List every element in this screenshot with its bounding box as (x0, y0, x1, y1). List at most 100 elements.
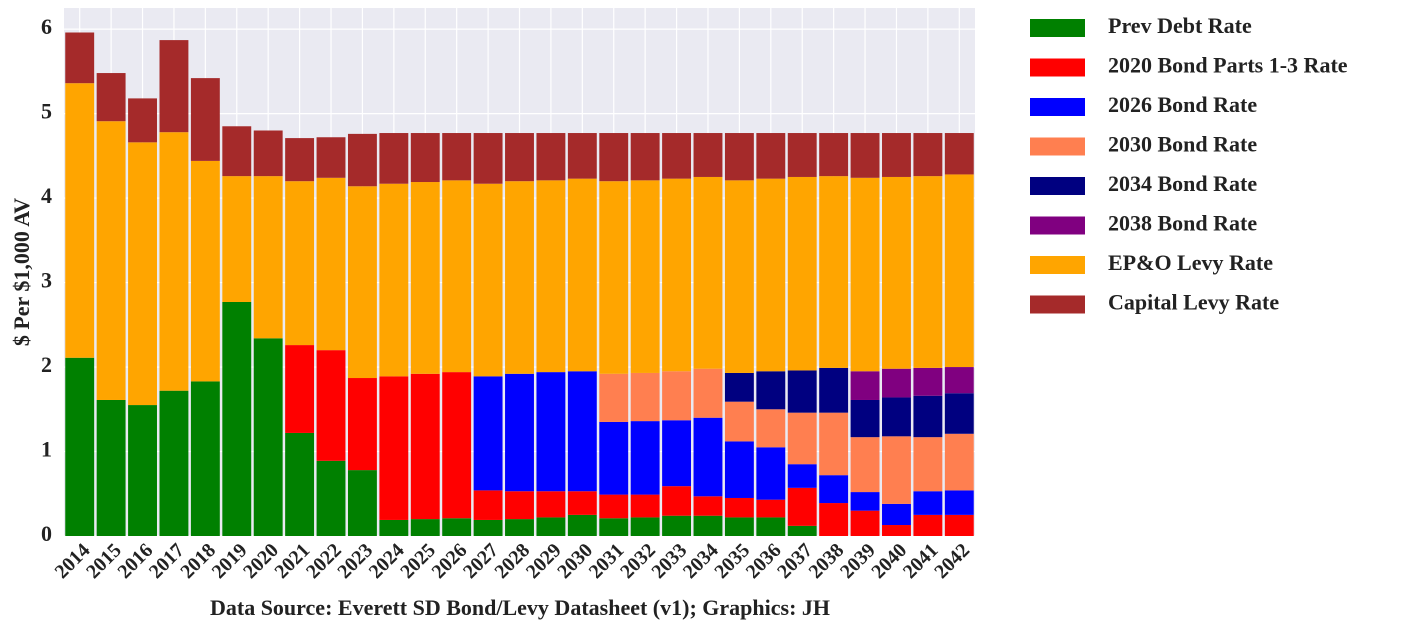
bar-segment (599, 373, 629, 422)
bar-segment (473, 183, 503, 377)
legend-label: 2030 Bond Rate (1108, 132, 1257, 157)
bar-segment (159, 40, 189, 133)
bar-segment (630, 494, 660, 518)
bar-segment (379, 376, 409, 520)
bar-segment (913, 367, 943, 396)
bar-segment (473, 490, 503, 520)
bar-segment (850, 177, 880, 372)
legend-swatch (1030, 177, 1085, 195)
bar-segment (96, 121, 126, 400)
bar-segment (442, 180, 472, 373)
legend-swatch (1030, 19, 1085, 37)
bar-segment (128, 405, 157, 536)
y-tick-label: 4 (41, 183, 52, 208)
legend-swatch (1030, 98, 1085, 116)
legend-swatch (1030, 295, 1085, 314)
bar-segment (944, 490, 974, 515)
bar-segment (316, 177, 346, 351)
bar-segment (693, 133, 723, 177)
bar-segment (599, 133, 629, 182)
bar-segment (882, 436, 911, 504)
bar-segment (442, 133, 472, 181)
legend-label: 2026 Bond Rate (1108, 92, 1257, 117)
bar-segment (347, 470, 377, 536)
bar-segment (536, 372, 566, 492)
bar-segment (505, 519, 534, 536)
bar-segment (756, 371, 786, 410)
bar-segment (347, 186, 377, 379)
bar-segment (190, 78, 220, 161)
bar-segment (473, 133, 503, 184)
bar-segment (913, 437, 943, 492)
bar-segment (944, 174, 974, 368)
y-tick-label: 0 (41, 521, 52, 546)
bar-segment (882, 133, 911, 177)
bar-segment (693, 496, 723, 516)
bar-segment (819, 503, 849, 536)
bar-segment (410, 182, 440, 374)
bar-segment (159, 390, 189, 536)
bar-segment (599, 518, 629, 536)
bar-segment (473, 376, 503, 491)
bar-segment (756, 499, 786, 518)
legend-label: 2038 Bond Rate (1108, 211, 1257, 236)
bar-segment (65, 83, 95, 358)
bar-segment (222, 126, 252, 177)
bar-segment (65, 357, 95, 536)
legend-swatch (1030, 256, 1085, 274)
bar-segment (285, 432, 315, 536)
y-tick-label: 2 (41, 352, 52, 377)
bar-segment (630, 517, 660, 536)
bar-segment (724, 517, 754, 536)
bar-segment (410, 133, 440, 183)
y-tick-label: 3 (41, 268, 52, 293)
bar-segment (913, 395, 943, 438)
bar-segment (630, 372, 660, 422)
bar-segment (347, 378, 377, 471)
bar-segment (913, 491, 943, 515)
bar-segment (159, 132, 189, 391)
bar-segment (379, 133, 409, 184)
legend-label: 2020 Bond Parts 1-3 Rate (1108, 53, 1348, 78)
y-tick-label: 5 (41, 99, 52, 124)
bar-segment (505, 373, 534, 492)
bar-segment (756, 447, 786, 500)
bar-segment (599, 494, 629, 519)
bar-segment (850, 133, 880, 178)
bar-segment (724, 372, 754, 402)
bar-segment (410, 373, 440, 520)
bar-segment (599, 181, 629, 374)
legend-label: Capital Levy Rate (1108, 290, 1279, 315)
bar-segment (536, 133, 566, 181)
bar-segment (567, 178, 597, 372)
bar-segment (819, 133, 849, 177)
bar-segment (222, 301, 252, 536)
bar-segment (285, 181, 315, 346)
bar-segment (819, 412, 849, 476)
bar-segment (505, 491, 534, 520)
bar-segment (190, 160, 220, 382)
bar-segment (567, 514, 597, 536)
bar-segment (599, 421, 629, 495)
bar-segment (316, 137, 346, 178)
bar-segment (128, 142, 157, 406)
bar-segment (285, 345, 315, 433)
bar-segment (724, 497, 754, 518)
bar-segment (662, 515, 692, 536)
bar-segment (473, 519, 503, 536)
bar-segment (850, 437, 880, 493)
bar-segment (724, 441, 754, 498)
bar-segment (630, 421, 660, 495)
bar-segment (787, 464, 817, 488)
bar-segment (882, 503, 911, 526)
bar-segment (724, 133, 754, 181)
bar-segment (410, 519, 440, 536)
bar-segment (316, 460, 346, 536)
bar-segment (567, 133, 597, 179)
bar-segment (693, 176, 723, 369)
bar-segment (819, 475, 849, 504)
bar-segment (505, 181, 534, 374)
bar-segment (882, 368, 911, 398)
bar-segment (724, 401, 754, 442)
bar-segment (944, 393, 974, 434)
